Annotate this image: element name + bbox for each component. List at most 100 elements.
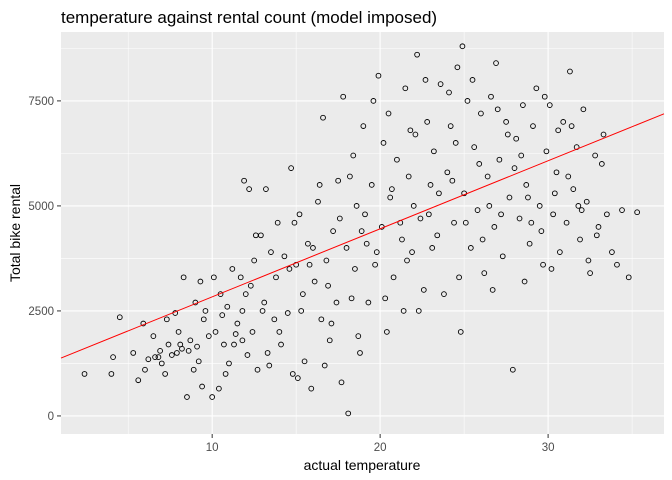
data-point bbox=[363, 240, 370, 247]
data-point bbox=[150, 333, 157, 339]
data-point bbox=[264, 350, 271, 356]
data-point bbox=[496, 156, 503, 163]
model-fit-line bbox=[60, 113, 665, 359]
data-point bbox=[199, 383, 205, 390]
data-point bbox=[488, 93, 494, 100]
data-point bbox=[493, 60, 499, 66]
data-point bbox=[516, 215, 523, 222]
data-point bbox=[431, 148, 437, 155]
data-point bbox=[593, 232, 600, 239]
y-tick-label: 5000 bbox=[28, 201, 54, 213]
data-point bbox=[592, 152, 598, 159]
data-point bbox=[338, 379, 345, 386]
data-point bbox=[382, 295, 389, 302]
data-point bbox=[365, 299, 372, 306]
data-point bbox=[429, 245, 436, 251]
data-point bbox=[252, 232, 259, 239]
data-point bbox=[273, 274, 279, 281]
data-point bbox=[145, 356, 152, 363]
data-point bbox=[387, 194, 394, 201]
data-point bbox=[609, 249, 615, 255]
data-point bbox=[298, 308, 305, 314]
data-point bbox=[402, 85, 409, 92]
data-point bbox=[587, 270, 593, 276]
data-point bbox=[462, 219, 469, 226]
data-point bbox=[390, 274, 397, 281]
data-point bbox=[484, 173, 491, 180]
data-point bbox=[135, 377, 142, 384]
data-point bbox=[474, 207, 481, 213]
data-point bbox=[180, 274, 187, 281]
data-point bbox=[311, 278, 318, 285]
data-point bbox=[328, 320, 335, 327]
data-point bbox=[499, 253, 506, 260]
data-point bbox=[291, 219, 298, 226]
data-point bbox=[565, 173, 572, 180]
data-point bbox=[326, 337, 333, 344]
data-point bbox=[288, 165, 294, 171]
data-point bbox=[355, 333, 362, 339]
data-point bbox=[560, 119, 567, 125]
data-point bbox=[244, 352, 251, 358]
data-point bbox=[550, 211, 556, 218]
data-point bbox=[528, 219, 535, 226]
data-point bbox=[457, 329, 464, 335]
data-point bbox=[343, 245, 350, 251]
data-point bbox=[520, 102, 526, 108]
data-point bbox=[498, 211, 504, 218]
y-tick-label: 2500 bbox=[28, 306, 54, 318]
data-point bbox=[175, 329, 182, 335]
data-point bbox=[570, 186, 577, 192]
data-point bbox=[405, 173, 412, 180]
data-point bbox=[209, 394, 216, 400]
data-point bbox=[321, 362, 328, 369]
data-point bbox=[274, 219, 281, 226]
data-point bbox=[441, 291, 447, 297]
data-point bbox=[249, 329, 256, 335]
data-point bbox=[536, 203, 543, 209]
data-point bbox=[286, 266, 293, 272]
data-point bbox=[229, 266, 236, 272]
data-point bbox=[503, 119, 509, 125]
y-tick-label: 0 bbox=[48, 411, 54, 423]
data-point bbox=[234, 320, 241, 327]
data-point bbox=[437, 81, 444, 87]
data-point bbox=[417, 215, 424, 222]
data-point bbox=[578, 207, 585, 213]
data-point bbox=[242, 291, 249, 297]
data-point bbox=[358, 228, 365, 234]
data-point bbox=[162, 371, 168, 377]
data-point bbox=[436, 190, 442, 197]
data-point bbox=[426, 211, 432, 218]
data-point bbox=[362, 211, 368, 218]
data-point bbox=[336, 215, 343, 222]
data-point bbox=[222, 371, 229, 377]
data-point bbox=[224, 303, 231, 310]
data-point bbox=[237, 274, 244, 281]
data-point bbox=[464, 98, 471, 104]
data-point bbox=[563, 219, 570, 226]
data-point bbox=[513, 135, 520, 142]
data-point bbox=[254, 366, 261, 373]
x-tick-label: 30 bbox=[542, 442, 555, 454]
x-axis-title: actual temperature bbox=[304, 457, 421, 473]
data-point bbox=[451, 219, 457, 226]
data-point bbox=[471, 144, 478, 150]
data-point bbox=[306, 261, 313, 268]
data-point bbox=[294, 375, 301, 381]
data-point bbox=[414, 51, 420, 58]
data-point bbox=[325, 282, 331, 289]
data-point bbox=[372, 261, 378, 268]
data-point bbox=[412, 131, 419, 138]
data-point bbox=[190, 366, 197, 373]
data-point bbox=[494, 106, 501, 113]
x-tick-label: 20 bbox=[374, 442, 387, 454]
data-point bbox=[350, 152, 357, 159]
data-point bbox=[625, 274, 632, 281]
data-point bbox=[219, 312, 226, 318]
data-point bbox=[108, 371, 115, 377]
data-point bbox=[427, 182, 434, 188]
data-point bbox=[353, 203, 360, 209]
data-point bbox=[444, 169, 451, 176]
data-point bbox=[583, 198, 590, 205]
